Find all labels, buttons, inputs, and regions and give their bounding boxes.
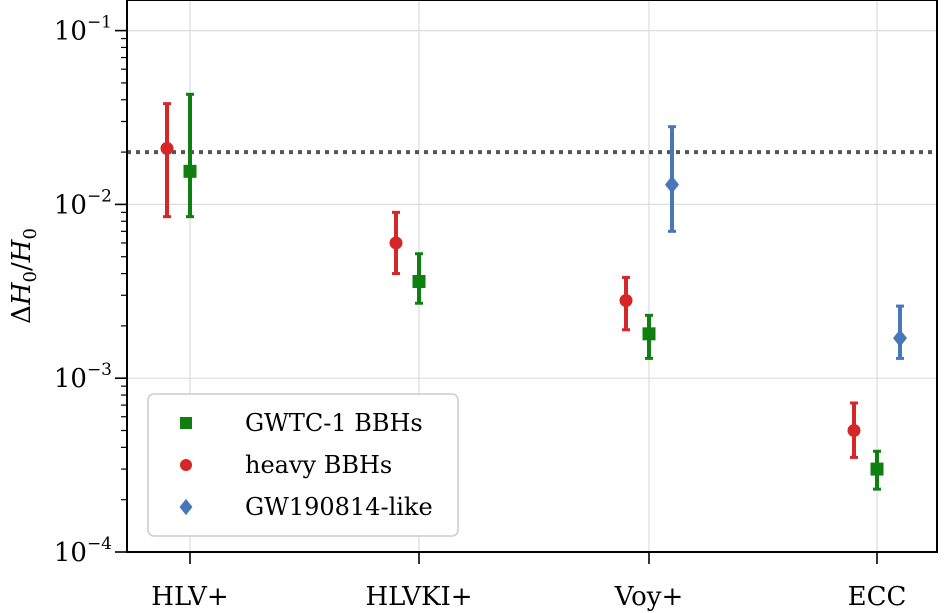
x-tick-label-3: ECC	[848, 582, 907, 612]
y-tick-label-1: 10−2	[54, 186, 112, 220]
data-point-1-1	[389, 210, 403, 276]
data-point-1-2	[619, 275, 633, 332]
marker	[412, 275, 426, 289]
data-point-0-2	[642, 313, 656, 360]
data-point-1-0	[160, 102, 174, 219]
legend-item-1: heavy BBHs	[180, 451, 392, 479]
plot-frame	[126, 0, 938, 553]
marker	[892, 329, 908, 347]
legend-label-1: heavy BBHs	[245, 451, 392, 479]
data-marks	[160, 92, 908, 491]
marker	[160, 141, 174, 155]
legend-box	[147, 393, 459, 537]
y-tick-label-2: 10−3	[54, 360, 112, 394]
marker	[870, 462, 884, 476]
marker	[619, 293, 633, 307]
y-tick-label-3: 10−4	[54, 534, 112, 568]
legend: GWTC-1 BBHs heavy BBHs GW190814-like	[147, 393, 459, 537]
legend-item-0: GWTC-1 BBHs	[180, 409, 423, 437]
legend-marker-0	[180, 417, 192, 429]
legend-item-2: GW190814-like	[179, 493, 433, 521]
x-tick-label-2: Voy+	[614, 582, 684, 612]
data-point-0-3	[870, 449, 884, 491]
marker	[847, 424, 861, 438]
y-axis-label: ΔH0/H0	[7, 228, 41, 324]
x-axis: HLV+ HLVKI+ Voy+ ECC	[151, 552, 906, 612]
legend-marker-1	[180, 459, 192, 471]
marker	[642, 327, 656, 341]
y-tick-label-0: 10−1	[54, 13, 112, 47]
y-axis: 10−1 10−2 10−3 10−4	[54, 13, 127, 568]
data-point-0-0	[183, 92, 197, 219]
data-point-2-1	[892, 304, 908, 360]
data-point-2-0	[664, 125, 680, 233]
legend-marker-2	[179, 498, 193, 516]
marker	[183, 164, 197, 178]
x-tick-label-0: HLV+	[151, 582, 228, 612]
data-point-1-3	[847, 401, 861, 459]
legend-label-2: GW190814-like	[245, 493, 433, 521]
marker	[664, 175, 680, 194]
data-point-0-1	[412, 252, 426, 305]
marker	[389, 236, 403, 250]
legend-label-0: GWTC-1 BBHs	[245, 409, 423, 437]
x-tick-label-1: HLVKI+	[365, 582, 472, 612]
